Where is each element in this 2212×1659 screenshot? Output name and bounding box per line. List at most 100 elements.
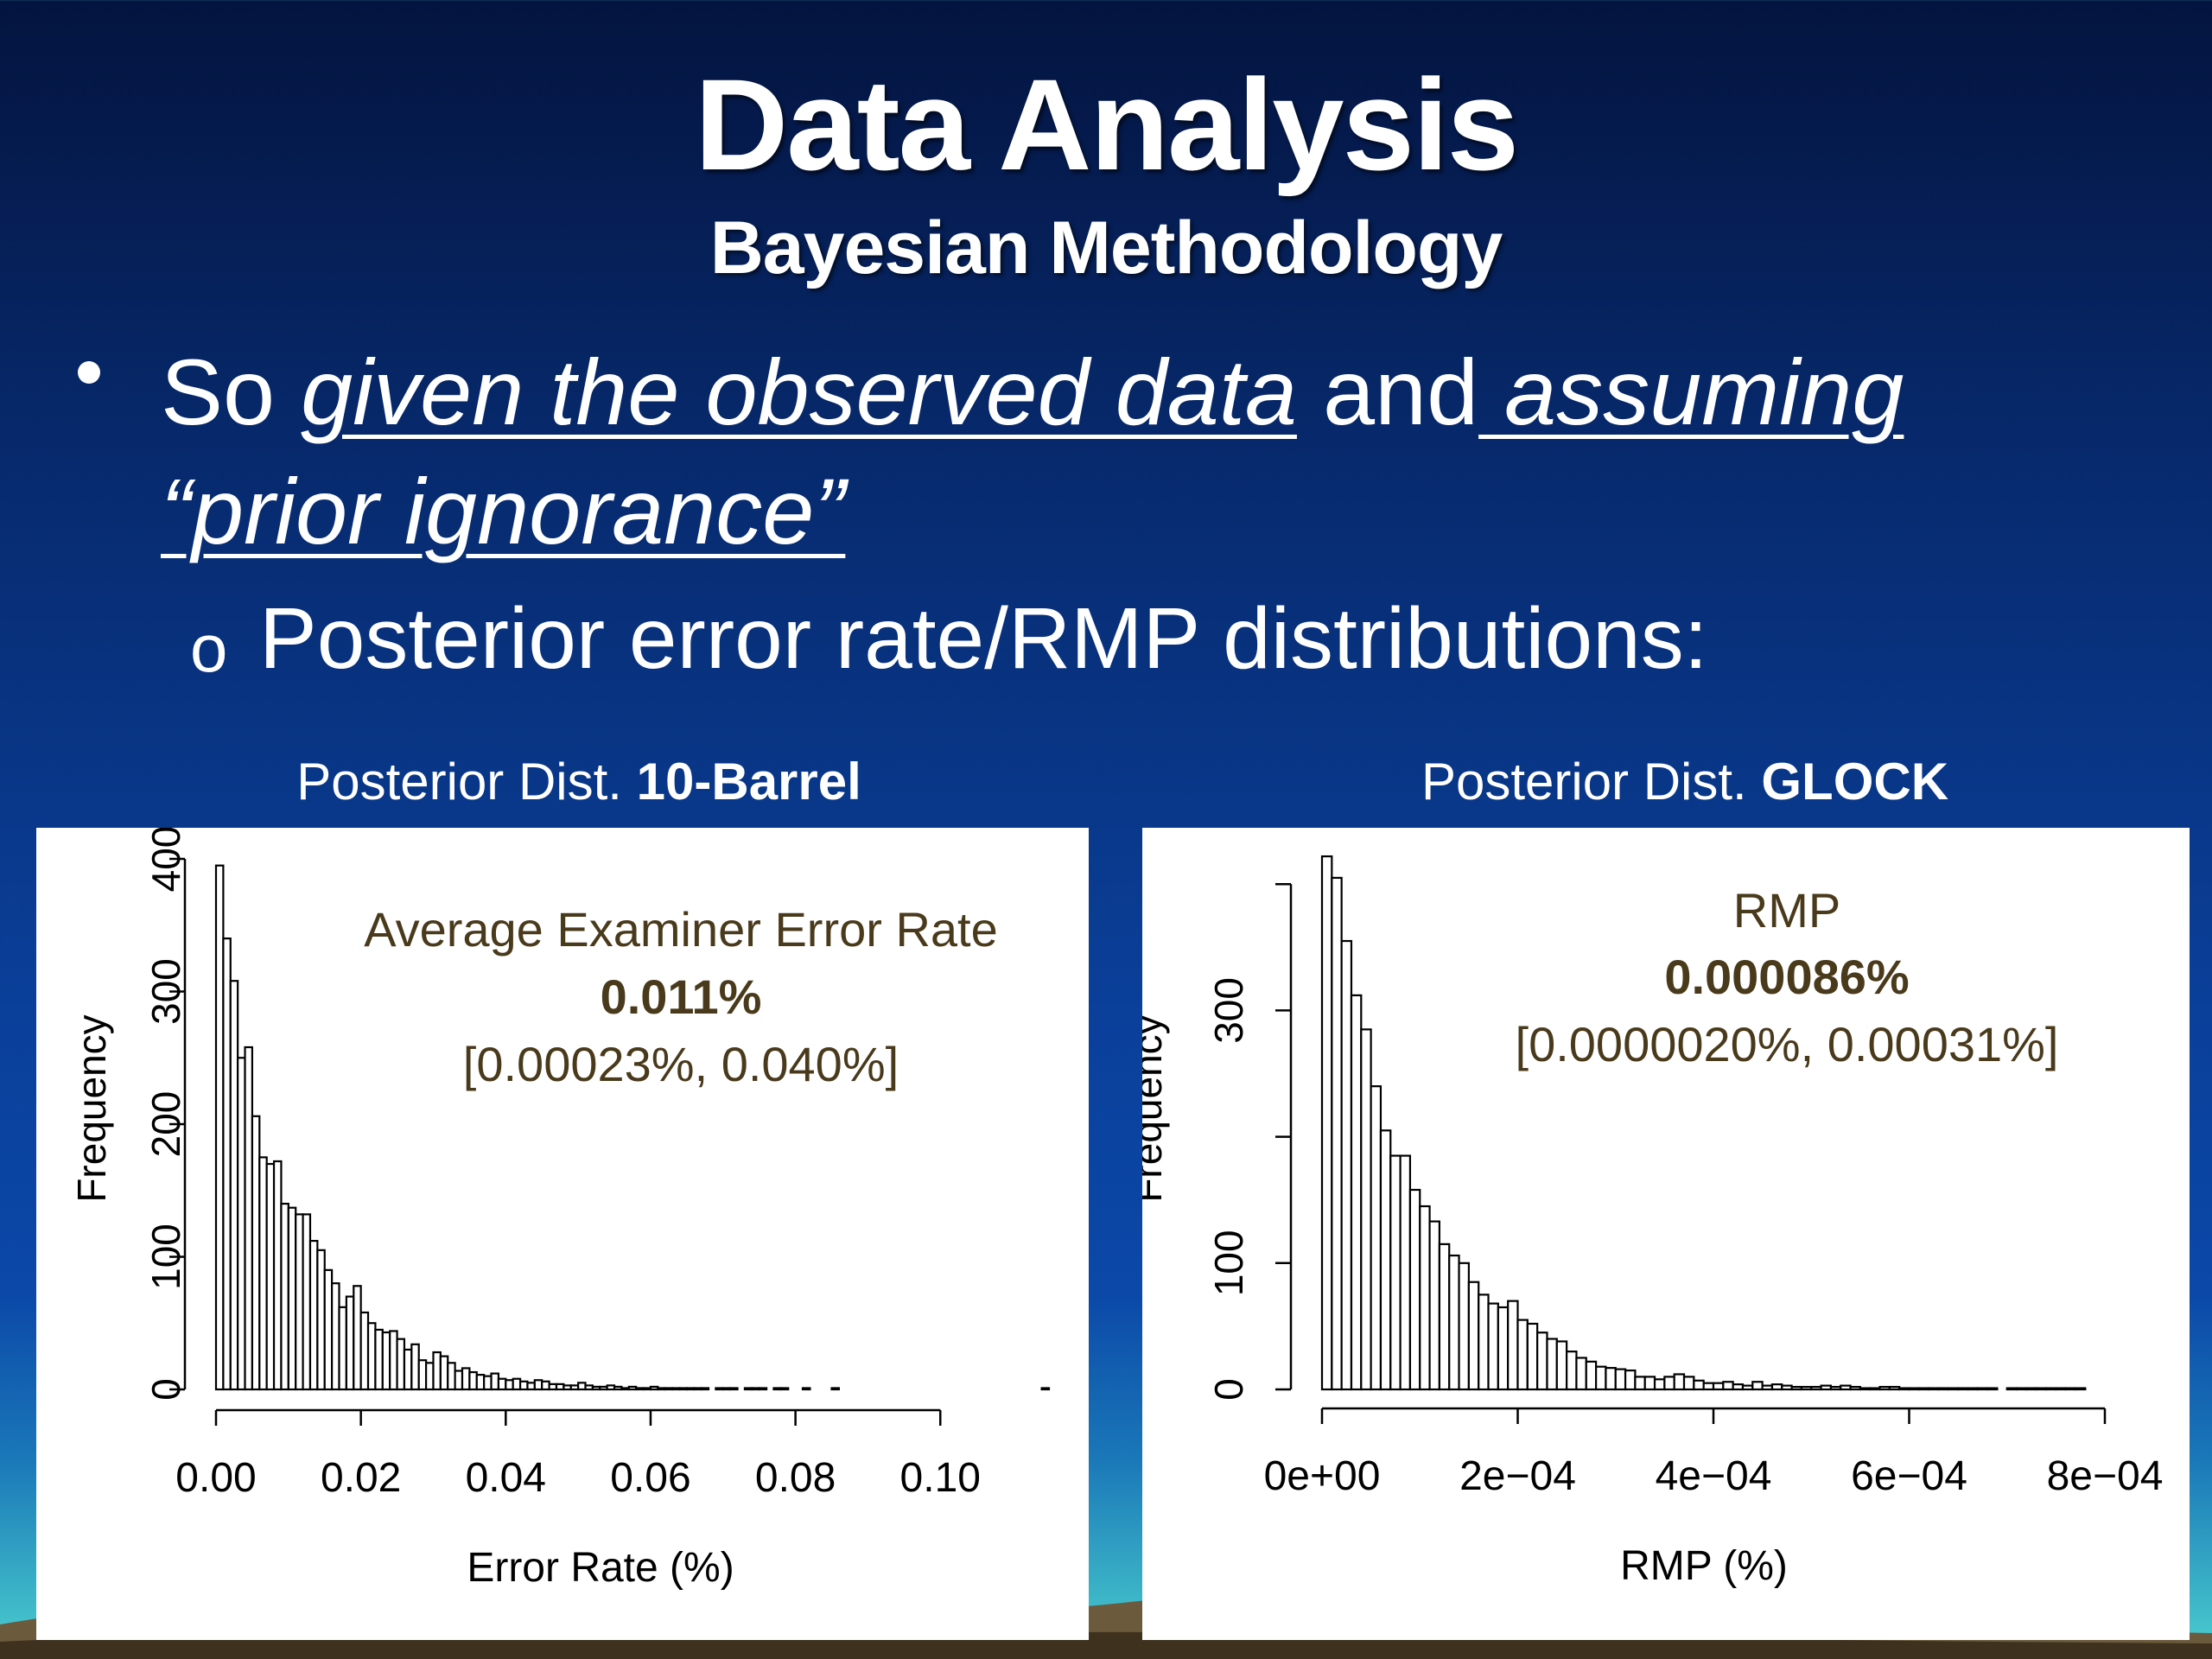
x-tick-label: 0.08 — [755, 1455, 836, 1501]
histogram-bar — [1751, 1381, 1764, 1391]
histogram-bar — [1487, 1302, 1499, 1391]
annotation-line1: RMP — [1733, 883, 1840, 938]
histogram-bar — [599, 1385, 608, 1391]
y-tick-label: 100 — [143, 1224, 188, 1290]
histogram-bar — [1566, 1351, 1578, 1391]
histogram-bar — [1350, 994, 1363, 1391]
histogram-bar — [1419, 1205, 1431, 1391]
histogram-bar — [1790, 1385, 1803, 1391]
histogram-bar — [664, 1387, 674, 1391]
histogram-bar — [389, 1330, 398, 1391]
histogram-bar — [1585, 1360, 1598, 1391]
histogram-bar — [1399, 1154, 1412, 1391]
histogram-bar — [1546, 1338, 1558, 1391]
chart-panel-10-barrel: Frequency Error Rate (%) 0.00 0.02 0.04 0.0… — [36, 826, 1089, 1640]
annotation-line2: 0.000086% — [1664, 950, 1909, 1004]
histogram-bar — [801, 1387, 811, 1391]
histogram-bar — [1800, 1385, 1813, 1391]
x-tick-label: 0.04 — [466, 1455, 546, 1501]
histogram-bar — [1702, 1382, 1715, 1391]
histogram-bar — [1614, 1368, 1627, 1391]
histogram-bar — [584, 1384, 594, 1391]
y-axis-label: Frequency — [1142, 1014, 1170, 1202]
histogram-bar — [280, 1203, 289, 1391]
histogram-bar — [671, 1387, 681, 1391]
bullet-phrase-observed: given the observed data — [301, 340, 1297, 444]
histogram-bar — [381, 1331, 391, 1391]
x-tick-label: 2e−04 — [1459, 1453, 1576, 1499]
histogram-bar — [772, 1387, 782, 1391]
histogram-bar — [729, 1387, 739, 1391]
histogram-bar — [338, 1306, 347, 1391]
histogram-bar — [830, 1387, 841, 1391]
histogram-bar — [1370, 1085, 1382, 1391]
panel-title-prefix: Posterior Dist. — [1421, 753, 1762, 810]
histogram-bar — [432, 1351, 442, 1391]
x-tick-label: 0.06 — [610, 1455, 690, 1501]
histogram-bar — [331, 1282, 340, 1391]
y-tick-label: 300 — [143, 958, 188, 1025]
panel-title-bold: 10-Barrel — [636, 753, 861, 810]
histogram-bar — [1526, 1322, 1539, 1391]
bullet-marker — [78, 361, 100, 384]
histogram-bar — [396, 1338, 406, 1391]
histogram-bar — [353, 1285, 362, 1391]
histogram-bar — [1408, 1188, 1421, 1391]
histogram-bar — [613, 1385, 623, 1391]
bullet-middle: and — [1296, 340, 1479, 444]
histogram-bar — [1379, 1129, 1392, 1391]
histogram-10-barrel: Frequency Error Rate (%) 0.00 0.02 0.04 0.0… — [69, 826, 1051, 1591]
histogram-bar — [1438, 1243, 1451, 1391]
panel-title-10-barrel: Posterior Dist. 10-Barrel — [35, 752, 1123, 811]
histogram-bar — [533, 1379, 543, 1391]
histogram-bar — [1693, 1379, 1705, 1391]
histogram-bar — [548, 1382, 558, 1391]
histogram-bar — [627, 1385, 638, 1391]
histogram-bar — [1428, 1220, 1441, 1391]
histogram-bar — [635, 1387, 645, 1391]
histogram-bar — [1458, 1262, 1470, 1391]
histogram-bar — [758, 1387, 768, 1391]
histogram-bar — [483, 1375, 493, 1391]
histogram-bar — [490, 1372, 500, 1391]
histogram-bar — [1467, 1281, 1480, 1391]
histogram-bar — [721, 1387, 732, 1391]
y-tick-label: 400 — [143, 828, 188, 892]
histogram-bar — [374, 1328, 384, 1391]
histogram-bar — [693, 1387, 702, 1391]
histogram-bar — [403, 1348, 413, 1391]
histogram-bar — [657, 1387, 666, 1391]
histogram-bar — [685, 1387, 696, 1391]
histogram-bar — [461, 1367, 471, 1391]
histogram-bar — [265, 1162, 276, 1391]
histogram-bar — [1829, 1385, 1842, 1391]
histogram-bar — [295, 1213, 304, 1391]
histogram-bar — [1663, 1376, 1675, 1391]
histogram-bar — [678, 1387, 688, 1391]
histogram-bar — [1575, 1357, 1587, 1391]
histogram-bar — [1770, 1383, 1783, 1391]
bullet-text: So given the observed data and assuming “… — [161, 333, 2105, 571]
histogram-bar — [359, 1311, 370, 1391]
histogram-bar — [642, 1387, 652, 1391]
histogram-bar — [214, 864, 225, 1391]
histogram-bar — [1040, 1387, 1051, 1391]
histogram-bar — [1673, 1373, 1686, 1391]
histogram-glock: Frequency RMP (%) 0e+00 2e−04 4e−04 6e−04 8e… — [1125, 855, 2164, 1589]
histogram-bar — [1320, 855, 1333, 1391]
histogram-bar — [447, 1362, 456, 1391]
histogram-bar — [1634, 1376, 1646, 1391]
histogram-bar — [1516, 1319, 1529, 1391]
annotation-line2: 0.011% — [601, 969, 762, 1024]
histogram-bar — [237, 1057, 246, 1391]
histogram-bar — [606, 1384, 616, 1391]
x-tick-label: 0e+00 — [1264, 1453, 1381, 1499]
x-tick-label: 8e−04 — [2047, 1453, 2164, 1499]
histogram-bar — [1878, 1385, 1891, 1391]
y-tick-label: 300 — [1206, 977, 1251, 1044]
histogram-bar — [1555, 1340, 1568, 1391]
histogram-bar — [1389, 1154, 1402, 1391]
histogram-bar — [1497, 1306, 1510, 1391]
panel-title-bold: GLOCK — [1761, 753, 1949, 810]
y-tick-label: 0 — [1206, 1378, 1251, 1401]
